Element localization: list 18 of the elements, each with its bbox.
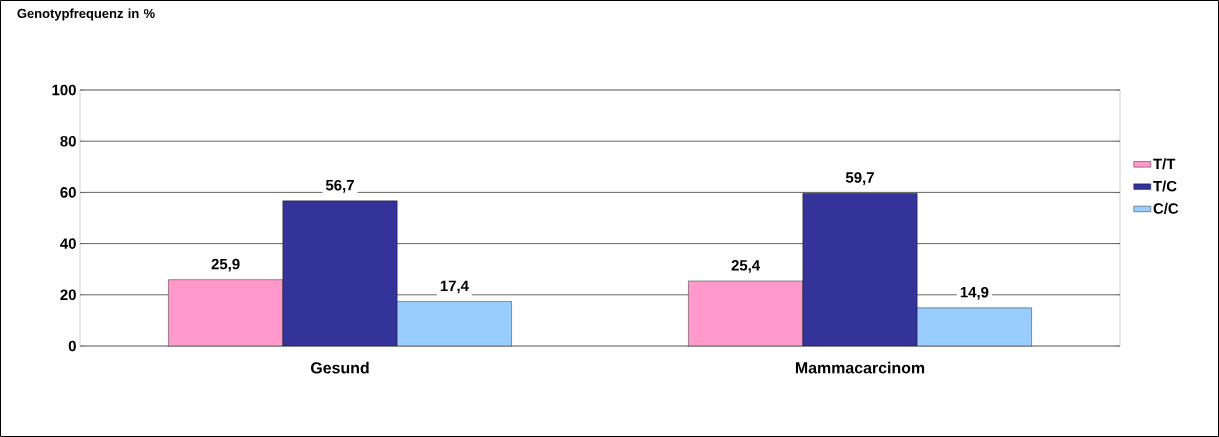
data-label: 14,9 [960, 286, 989, 300]
y-tick-label: 40 [60, 238, 76, 249]
data-label: 59,7 [845, 172, 874, 185]
data-label: 56,7 [325, 179, 354, 193]
legend-label: T/C [1153, 180, 1177, 192]
x-tick-label: Gesund [310, 361, 369, 374]
legend-label: T/T [1153, 158, 1176, 170]
y-tick-label: 100 [52, 84, 76, 96]
y-tick-label: 80 [60, 135, 76, 147]
y-tick-label: 60 [60, 187, 76, 198]
legend-label: C/C [1153, 202, 1179, 214]
data-label: 25,9 [211, 258, 240, 272]
y-axis-title: Genotypfrequenz in % [17, 8, 155, 21]
data-label: 17,4 [440, 280, 469, 294]
data-label: 25,4 [731, 260, 761, 273]
y-tick-label: 20 [60, 289, 76, 301]
x-tick-label: Mammacarcinom [795, 361, 925, 374]
y-tick-label: 0 [68, 340, 76, 352]
